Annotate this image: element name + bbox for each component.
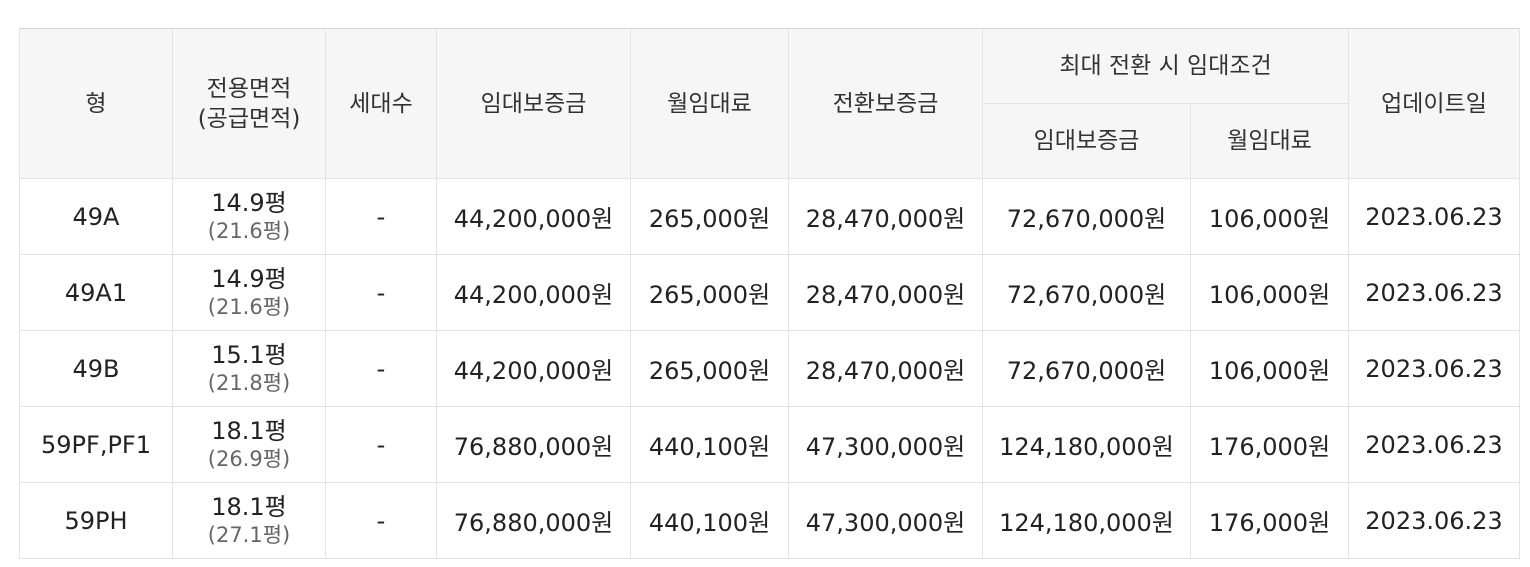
- cell-area: 14.9평 (21.6평): [172, 254, 326, 331]
- header-supply-area-label: (공급면적): [197, 105, 301, 132]
- cell-area: 14.9평 (21.6평): [172, 178, 326, 255]
- cell-monthly-rent: 265,000원: [630, 330, 789, 407]
- cell-supply-area: (21.6평): [207, 294, 291, 319]
- cell-supply-area: (27.1평): [207, 522, 291, 547]
- cell-max-deposit: 72,670,000원: [982, 330, 1191, 407]
- cell-area: 15.1평 (21.8평): [172, 330, 326, 407]
- cell-households: -: [325, 254, 437, 331]
- cell-households: -: [325, 330, 437, 407]
- cell-exclusive-area: 15.1평: [211, 340, 287, 369]
- table-row: 59PH 18.1평 (27.1평) - 76,880,000원 440,100…: [19, 482, 1520, 559]
- cell-households: -: [325, 482, 437, 559]
- cell-households: -: [325, 406, 437, 483]
- cell-monthly-rent: 265,000원: [630, 254, 789, 331]
- header-households: 세대수: [325, 28, 437, 179]
- cell-updated: 2023.06.23: [1348, 178, 1520, 255]
- cell-max-monthly-rent: 106,000원: [1190, 330, 1349, 407]
- cell-exclusive-area: 14.9평: [211, 264, 287, 293]
- cell-max-monthly-rent: 106,000원: [1190, 178, 1349, 255]
- cell-area: 18.1평 (26.9평): [172, 406, 326, 483]
- rent-table-container: 형 전용면적 (공급면적) 세대수 임대보증금 월임대료 전환보증금 최대 전환…: [19, 28, 1520, 559]
- cell-max-deposit: 72,670,000원: [982, 254, 1191, 331]
- header-exclusive-area: 전용면적 (공급면적): [172, 28, 326, 179]
- cell-type: 49B: [19, 330, 173, 407]
- cell-area: 18.1평 (27.1평): [172, 482, 326, 559]
- cell-max-monthly-rent: 176,000원: [1190, 482, 1349, 559]
- cell-conversion-deposit: 28,470,000원: [788, 254, 983, 331]
- cell-max-deposit: 124,180,000원: [982, 406, 1191, 483]
- header-max-deposit: 임대보증금: [982, 103, 1191, 179]
- table-row: 49B 15.1평 (21.8평) - 44,200,000원 265,000원…: [19, 330, 1520, 407]
- header-exclusive-area-label: 전용면적: [206, 75, 292, 102]
- cell-conversion-deposit: 47,300,000원: [788, 406, 983, 483]
- table-row: 49A 14.9평 (21.6평) - 44,200,000원 265,000원…: [19, 178, 1520, 255]
- table-row: 59PF,PF1 18.1평 (26.9평) - 76,880,000원 440…: [19, 406, 1520, 483]
- cell-conversion-deposit: 28,470,000원: [788, 330, 983, 407]
- cell-deposit: 76,880,000원: [436, 406, 631, 483]
- cell-monthly-rent: 440,100원: [630, 406, 789, 483]
- table-body: 49A 14.9평 (21.6평) - 44,200,000원 265,000원…: [19, 178, 1520, 559]
- header-conversion-deposit: 전환보증금: [788, 28, 983, 179]
- header-max-conversion-group: 최대 전환 시 임대조건: [982, 28, 1349, 104]
- table-row: 49A1 14.9평 (21.6평) - 44,200,000원 265,000…: [19, 254, 1520, 331]
- cell-max-monthly-rent: 106,000원: [1190, 254, 1349, 331]
- rent-conditions-table: 형 전용면적 (공급면적) 세대수 임대보증금 월임대료 전환보증금 최대 전환…: [19, 28, 1520, 559]
- cell-monthly-rent: 265,000원: [630, 178, 789, 255]
- cell-updated: 2023.06.23: [1348, 330, 1520, 407]
- cell-max-deposit: 124,180,000원: [982, 482, 1191, 559]
- cell-conversion-deposit: 47,300,000원: [788, 482, 983, 559]
- cell-updated: 2023.06.23: [1348, 254, 1520, 331]
- cell-deposit: 44,200,000원: [436, 330, 631, 407]
- cell-updated: 2023.06.23: [1348, 406, 1520, 483]
- cell-exclusive-area: 14.9평: [211, 188, 287, 217]
- header-monthly-rent: 월임대료: [630, 28, 789, 179]
- cell-conversion-deposit: 28,470,000원: [788, 178, 983, 255]
- cell-type: 59PF,PF1: [19, 406, 173, 483]
- cell-supply-area: (21.6평): [207, 218, 291, 243]
- cell-deposit: 44,200,000원: [436, 178, 631, 255]
- cell-max-deposit: 72,670,000원: [982, 178, 1191, 255]
- cell-households: -: [325, 178, 437, 255]
- cell-type: 49A: [19, 178, 173, 255]
- table-header: 형 전용면적 (공급면적) 세대수 임대보증금 월임대료 전환보증금 최대 전환…: [19, 28, 1520, 179]
- header-deposit: 임대보증금: [436, 28, 631, 179]
- cell-updated: 2023.06.23: [1348, 482, 1520, 559]
- header-max-monthly-rent: 월임대료: [1190, 103, 1349, 179]
- cell-type: 49A1: [19, 254, 173, 331]
- cell-type: 59PH: [19, 482, 173, 559]
- header-type: 형: [19, 28, 173, 179]
- header-updated: 업데이트일: [1348, 28, 1520, 179]
- cell-deposit: 76,880,000원: [436, 482, 631, 559]
- cell-supply-area: (21.8평): [207, 370, 291, 395]
- cell-monthly-rent: 440,100원: [630, 482, 789, 559]
- cell-supply-area: (26.9평): [207, 446, 291, 471]
- cell-max-monthly-rent: 176,000원: [1190, 406, 1349, 483]
- cell-deposit: 44,200,000원: [436, 254, 631, 331]
- cell-exclusive-area: 18.1평: [211, 416, 287, 445]
- cell-exclusive-area: 18.1평: [211, 492, 287, 521]
